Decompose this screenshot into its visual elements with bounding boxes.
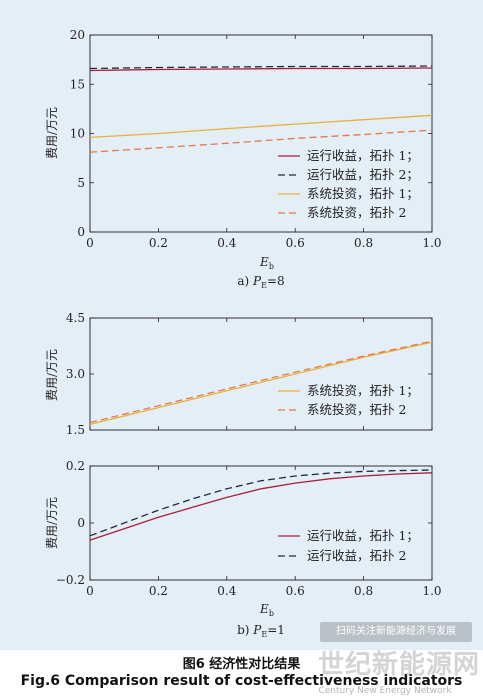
y-axis-label: 费用/万元: [45, 497, 59, 549]
legend-label-3: 系统投资，拓扑 2: [307, 205, 406, 220]
subtitle-sub: E: [261, 630, 267, 639]
legend-label-0: 运行收益，拓扑 1；: [307, 528, 419, 543]
x-tick-label: 0: [86, 236, 94, 250]
y-tick-label: 3.0: [66, 367, 85, 381]
x-tick-label: 0.6: [286, 236, 305, 250]
subtitle-prefix: b): [237, 623, 253, 637]
subtitle-sub: E: [261, 281, 267, 290]
y-axis-label: 费用/万元: [45, 107, 59, 159]
series-line-2: [89, 114, 433, 139]
y-tick-label: 15: [70, 77, 85, 91]
x-tick-label: 0: [86, 584, 94, 598]
y-tick-label: 0.2: [66, 459, 85, 473]
subtitle-var: P: [252, 274, 262, 288]
series-line-1: [89, 65, 433, 70]
x-axis-label-sub: b: [269, 262, 274, 271]
x-tick-label: 0.4: [217, 236, 236, 250]
watermark-logo-subtext: Century New Energy Network: [318, 686, 452, 696]
x-axis-label: Eb: [259, 602, 274, 618]
legend-label-0: 系统投资，拓扑 1；: [307, 383, 419, 398]
x-tick-label: 0.8: [354, 236, 373, 250]
series-line-0: [89, 472, 433, 541]
chart-subtitle: b) PE=1: [237, 623, 285, 639]
y-tick-label: 0: [77, 225, 85, 239]
x-tick-label: 0.6: [286, 584, 305, 598]
y-tick-label: 10: [70, 127, 85, 141]
subtitle-suffix: =8: [267, 274, 285, 288]
x-axis-label-sub: b: [269, 609, 274, 618]
subtitle-var: P: [252, 623, 262, 637]
legend-label-1: 系统投资，拓扑 2: [307, 402, 406, 417]
legend-label-1: 运行收益，拓扑 2；: [307, 167, 419, 182]
subtitle-suffix: =1: [267, 623, 285, 637]
chart-subtitle: a) PE=8: [237, 274, 284, 290]
chart-a: 0 0.2 0.4 0.6 0.8 1.0 0 5 10 15 20 费用/万元 Eb a) PE=8 运行…: [45, 28, 442, 290]
y-tick-label: 4.5: [66, 311, 85, 325]
series-line-3: [89, 129, 433, 153]
watermark-logo-text: 世纪新能源网: [317, 650, 480, 680]
y-tick-label: 0: [77, 516, 85, 530]
series-line-1: [89, 340, 433, 424]
series-line-0: [89, 67, 433, 72]
x-tick-label: 1.0: [422, 584, 441, 598]
series-line-0: [89, 341, 433, 426]
x-tick-label: 0.4: [217, 584, 236, 598]
y-tick-label: 20: [70, 28, 85, 42]
legend-label-1: 运行收益，拓扑 2: [307, 548, 406, 563]
y-tick-label: 5: [77, 176, 85, 190]
y-tick-label: −0.2: [56, 573, 85, 587]
y-tick-label: 1.5: [66, 423, 85, 437]
x-tick-label: 0.2: [149, 584, 168, 598]
figure-panel: 0 0.2 0.4 0.6 0.8 1.0 0 5 10 15 20 费用/万元 Eb a) PE=8 运行…: [0, 0, 483, 650]
series-line-1: [89, 469, 433, 537]
x-axis-label: Eb: [259, 255, 274, 271]
figure-caption-en: Fig.6 Comparison result of cost-effectiv…: [20, 673, 463, 689]
figure-caption-cn: 图6 经济性对比结果: [182, 657, 301, 672]
x-tick-label: 0.2: [149, 236, 168, 250]
chart-b-upper: 1.5 3.0 4.5 费用/万元系统投资，拓扑 1； 系统投资，拓扑 2: [45, 311, 433, 437]
y-axis-label: 费用/万元: [45, 349, 59, 401]
subtitle-prefix: a): [237, 274, 253, 288]
x-tick-label: 1.0: [422, 236, 441, 250]
legend-label-0: 运行收益，拓扑 1；: [307, 148, 419, 163]
x-tick-label: 0.8: [354, 584, 373, 598]
legend-label-2: 系统投资，拓扑 1；: [307, 186, 419, 201]
watermark-banner: 扫码关注新能源经济与发展: [320, 622, 472, 642]
